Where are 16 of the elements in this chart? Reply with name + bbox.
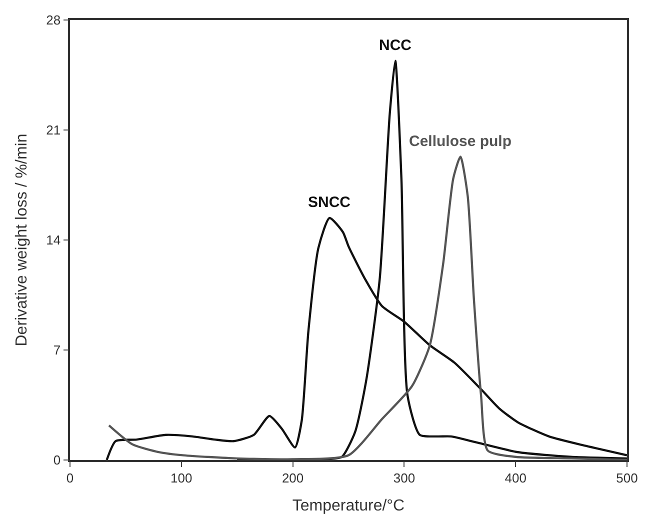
y-tick-label: 0 (53, 452, 61, 468)
x-tick-label: 400 (504, 470, 526, 486)
y-axis-title: Derivative weight loss / %/min (14, 134, 31, 346)
x-tick-label: 100 (170, 470, 192, 486)
series-label: SNCC (308, 194, 351, 211)
series-label: NCC (379, 37, 412, 54)
y-tick-label: 21 (46, 122, 61, 138)
y-tick-label: 28 (46, 12, 61, 28)
x-tick-label: 300 (393, 470, 416, 486)
x-tick-label: 0 (66, 470, 74, 486)
x-tick-label: 500 (616, 470, 638, 486)
x-axis-title: Temperature/°C (292, 498, 405, 515)
series-label: Cellulose pulp (409, 133, 512, 150)
y-tick-label: 7 (53, 342, 61, 358)
x-tick-label: 200 (282, 470, 304, 486)
y-tick-label: 14 (46, 232, 61, 248)
